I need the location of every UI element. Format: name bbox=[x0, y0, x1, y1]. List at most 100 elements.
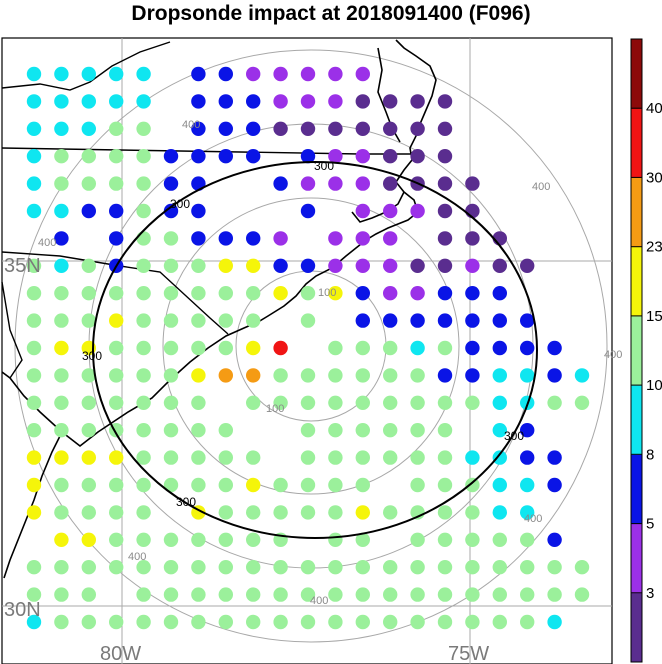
impact-dot bbox=[191, 176, 206, 191]
impact-dot bbox=[520, 340, 535, 356]
impact-dot bbox=[574, 560, 590, 575]
impact-dot bbox=[574, 587, 590, 602]
impact-dot bbox=[191, 286, 206, 301]
impact-dot bbox=[383, 505, 398, 520]
impact-dot bbox=[328, 477, 343, 493]
impact-dot bbox=[520, 587, 535, 602]
impact-dot bbox=[191, 203, 206, 219]
map-title: Dropsonde impact at 2018091400 (F096) bbox=[131, 2, 531, 25]
impact-dot bbox=[26, 121, 42, 136]
impact-dot bbox=[300, 313, 316, 328]
impact-dot bbox=[191, 560, 206, 575]
impact-dot bbox=[54, 286, 69, 301]
ring-label: 400 bbox=[524, 513, 542, 525]
impact-dot bbox=[191, 94, 206, 109]
ring-label: 400 bbox=[310, 595, 328, 607]
lon-label-75w: 75W bbox=[448, 643, 489, 664]
pamlico-sound bbox=[351, 191, 405, 223]
impact-dot bbox=[273, 560, 288, 575]
impact-dot bbox=[163, 368, 179, 383]
impact-dot bbox=[465, 340, 480, 356]
contour-label: 300 bbox=[82, 349, 102, 363]
impact-dot bbox=[136, 313, 151, 328]
impact-dot bbox=[136, 395, 151, 410]
impact-dot bbox=[520, 560, 535, 575]
impact-dot bbox=[218, 340, 233, 356]
impact-dot bbox=[492, 505, 507, 520]
impact-dot bbox=[246, 149, 261, 164]
impact-dot bbox=[191, 66, 206, 82]
impact-dot bbox=[547, 560, 562, 575]
impact-dot bbox=[300, 176, 316, 191]
impact-dot-grid bbox=[26, 66, 590, 630]
impact-dot bbox=[520, 505, 535, 520]
impact-dot bbox=[109, 203, 124, 219]
impact-dot bbox=[136, 532, 151, 547]
impact-dot bbox=[273, 94, 288, 109]
impact-dot bbox=[81, 121, 97, 136]
impact-dot bbox=[520, 450, 535, 465]
colorbar-label: 10 bbox=[646, 377, 662, 394]
impact-dot bbox=[437, 258, 453, 273]
contour-label: 300 bbox=[176, 495, 196, 509]
impact-dot bbox=[163, 176, 179, 191]
impact-dot bbox=[328, 368, 343, 383]
impact-dot bbox=[163, 149, 179, 164]
impact-dot bbox=[136, 340, 151, 356]
impact-dot bbox=[81, 286, 97, 301]
impact-dot bbox=[54, 121, 69, 136]
impact-dot bbox=[273, 258, 288, 273]
impact-dot bbox=[328, 614, 343, 630]
map-frame bbox=[1, 37, 613, 664]
impact-dot bbox=[300, 395, 316, 410]
impact-dot bbox=[81, 94, 97, 109]
impact-dot bbox=[136, 66, 151, 82]
impact-dot bbox=[355, 176, 370, 191]
colorbar-segment bbox=[631, 246, 642, 317]
impact-dot bbox=[218, 614, 233, 630]
impact-dot bbox=[218, 231, 233, 246]
impact-dot bbox=[355, 203, 370, 219]
impact-dot bbox=[300, 423, 316, 438]
impact-dot bbox=[218, 286, 233, 301]
ring-label: 100 bbox=[266, 403, 284, 415]
impact-dot bbox=[492, 313, 507, 328]
impact-dot bbox=[328, 532, 343, 547]
impact-dot bbox=[81, 176, 97, 191]
colorbar-segment bbox=[631, 454, 642, 525]
impact-dot bbox=[54, 231, 69, 246]
impact-dot bbox=[465, 450, 480, 465]
impact-dot bbox=[273, 286, 288, 301]
impact-dot bbox=[300, 149, 316, 164]
impact-dot bbox=[300, 560, 316, 575]
impact-dot bbox=[410, 203, 425, 219]
impact-dot bbox=[383, 286, 398, 301]
ring-label: 400 bbox=[38, 237, 56, 249]
impact-dot bbox=[383, 231, 398, 246]
impact-dot bbox=[410, 450, 425, 465]
impact-dot bbox=[300, 286, 316, 301]
impact-dot bbox=[26, 614, 42, 630]
impact-dot bbox=[246, 121, 261, 136]
impact-dot bbox=[246, 505, 261, 520]
impact-dot bbox=[410, 286, 425, 301]
impact-dot bbox=[218, 121, 233, 136]
impact-dot bbox=[355, 368, 370, 383]
impact-dot bbox=[465, 587, 480, 602]
impact-dot bbox=[328, 505, 343, 520]
impact-dot bbox=[465, 505, 480, 520]
impact-dot bbox=[273, 477, 288, 493]
impact-dot bbox=[136, 176, 151, 191]
impact-dot bbox=[410, 477, 425, 493]
impact-dot bbox=[136, 587, 151, 602]
impact-dot bbox=[218, 149, 233, 164]
impact-dot bbox=[109, 176, 124, 191]
impact-dot bbox=[81, 395, 97, 410]
lat-label-35n: 35N bbox=[4, 255, 41, 277]
impact-dot bbox=[437, 560, 453, 575]
colorbar-label: 40 bbox=[646, 100, 662, 117]
impact-dot bbox=[383, 340, 398, 356]
impact-dot bbox=[383, 368, 398, 383]
impact-dot bbox=[81, 532, 97, 547]
impact-dot bbox=[109, 313, 124, 328]
